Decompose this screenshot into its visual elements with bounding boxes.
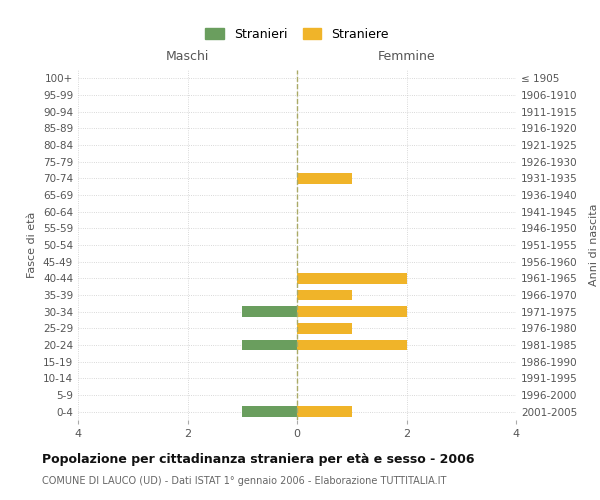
Text: Maschi: Maschi: [166, 50, 209, 64]
Bar: [297, 406, 352, 417]
Bar: [242, 306, 297, 317]
Text: COMUNE DI LAUCO (UD) - Dati ISTAT 1° gennaio 2006 - Elaborazione TUTTITALIA.IT: COMUNE DI LAUCO (UD) - Dati ISTAT 1° gen…: [42, 476, 446, 486]
Bar: [297, 173, 352, 184]
Text: Femmine: Femmine: [377, 50, 436, 64]
Bar: [297, 273, 407, 283]
Legend: Stranieri, Straniere: Stranieri, Straniere: [202, 24, 392, 44]
Bar: [297, 290, 352, 300]
Text: Popolazione per cittadinanza straniera per età e sesso - 2006: Popolazione per cittadinanza straniera p…: [42, 452, 475, 466]
Y-axis label: Fasce di età: Fasce di età: [28, 212, 37, 278]
Bar: [242, 340, 297, 350]
Bar: [297, 306, 407, 317]
Bar: [297, 340, 407, 350]
Bar: [297, 323, 352, 334]
Bar: [242, 406, 297, 417]
Y-axis label: Anni di nascita: Anni di nascita: [589, 204, 599, 286]
